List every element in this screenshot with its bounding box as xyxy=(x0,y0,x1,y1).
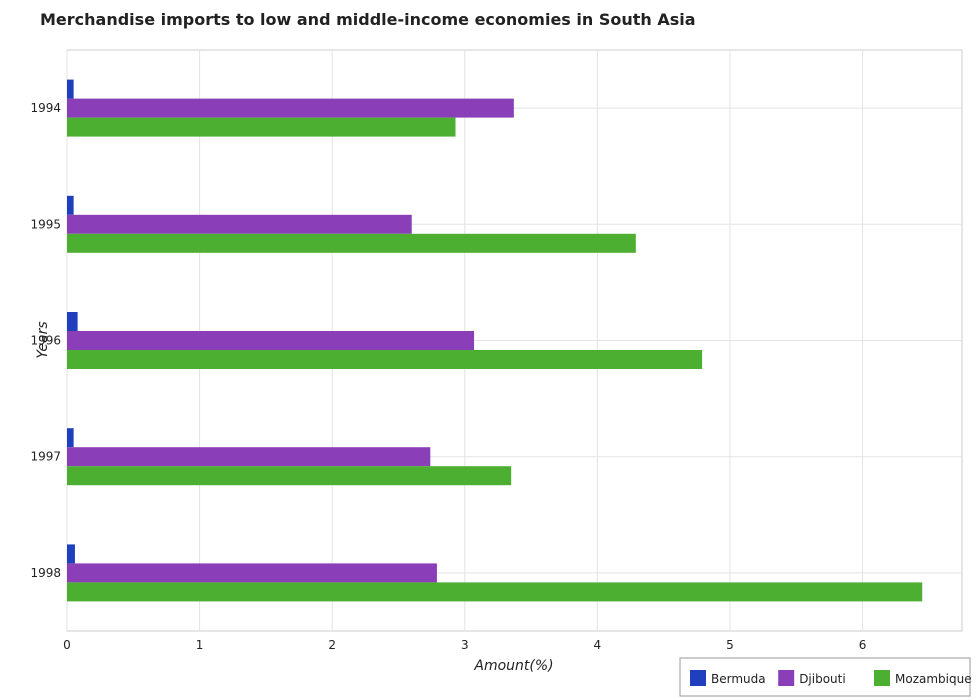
x-axis-label: Amount(%) xyxy=(473,658,553,674)
y-ticks: 1994 1995 1996 1997 1998 xyxy=(30,101,61,580)
x-tick-label: 1 xyxy=(196,638,204,652)
x-tick-label: 3 xyxy=(461,638,469,652)
legend-swatch-djibouti xyxy=(778,670,795,686)
legend: Bermuda Djibouti Mozambique xyxy=(679,657,972,697)
y-axis-label: Years xyxy=(35,321,51,358)
bar-mozambique-1995 xyxy=(67,233,636,253)
bar-bermuda-1994 xyxy=(67,79,74,99)
chart-title: Merchandise imports to low and middle-in… xyxy=(40,10,696,29)
bar-mozambique-1996 xyxy=(67,350,703,369)
bar-djibouti-1995 xyxy=(67,214,412,234)
bar-bermuda-1995 xyxy=(67,195,74,215)
bar-djibouti-1996 xyxy=(67,331,475,350)
x-ticks: 0 1 2 3 4 5 6 xyxy=(63,638,866,652)
bar-bermuda-1998 xyxy=(67,544,75,564)
y-tick-label: 1995 xyxy=(30,217,61,231)
y-tick-label: 1998 xyxy=(30,566,61,580)
bar-bermuda-1996 xyxy=(67,312,78,331)
y-tick-label: 1996 xyxy=(30,334,61,348)
x-tick-label: 0 xyxy=(63,638,71,652)
bar-djibouti-1997 xyxy=(67,447,431,467)
bar-mozambique-1997 xyxy=(67,466,512,486)
legend-label-djibouti: Djibouti xyxy=(799,672,846,686)
legend-swatch-bermuda xyxy=(690,670,706,686)
bar-mozambique-1994 xyxy=(67,117,456,137)
y-tick-label: 1997 xyxy=(30,450,61,464)
y-tick-label: 1994 xyxy=(30,101,61,115)
x-tick-label: 5 xyxy=(726,638,734,652)
bar-bermuda-1997 xyxy=(67,428,74,448)
bar-mozambique-1998 xyxy=(67,582,923,602)
legend-label-mozambique: Mozambique xyxy=(895,672,972,686)
x-tick-label: 2 xyxy=(328,638,336,652)
legend-box xyxy=(679,657,971,697)
bar-djibouti-1994 xyxy=(67,98,514,118)
legend-label-bermuda: Bermuda xyxy=(711,672,766,686)
x-tick-label: 6 xyxy=(859,638,867,652)
legend-swatch-mozambique xyxy=(874,670,890,686)
x-tick-label: 4 xyxy=(594,638,602,652)
bar-djibouti-1998 xyxy=(67,563,437,583)
bars xyxy=(67,79,923,602)
